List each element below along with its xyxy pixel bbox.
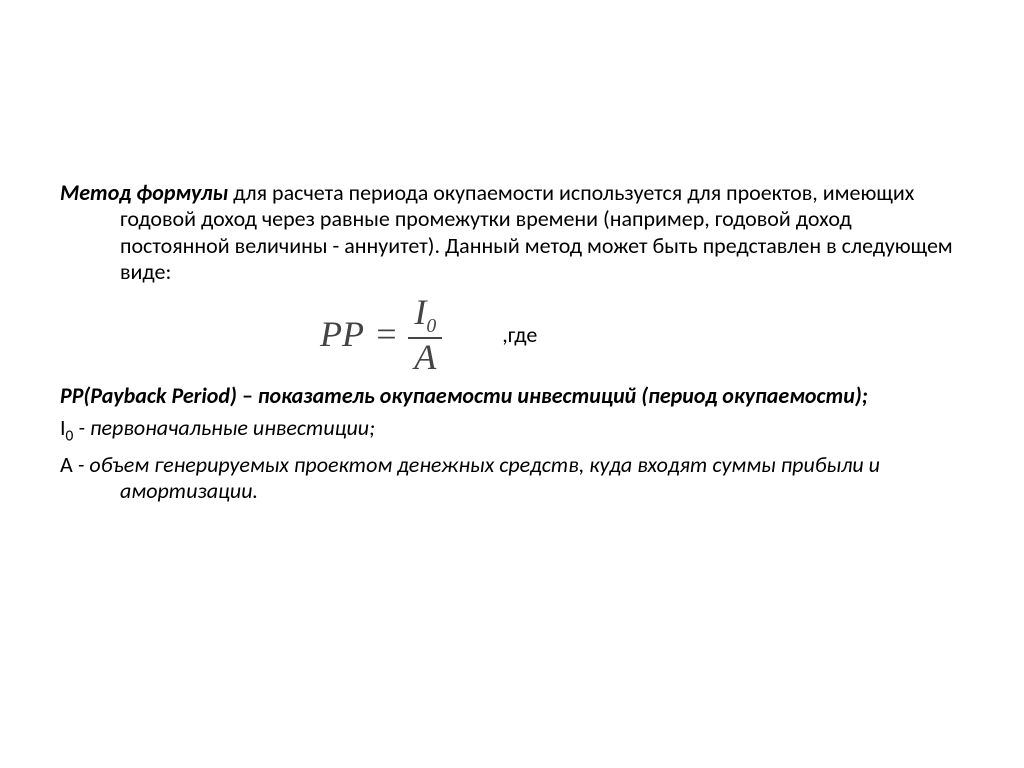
formula-num-main: I (414, 292, 426, 332)
formula: PP = I0 A (320, 294, 442, 375)
def-i0: I0 - первоначальные инвестиции; (60, 415, 964, 446)
formula-denominator: A (408, 339, 442, 375)
slide: Метод формулы для расчета периода окупае… (0, 0, 1024, 768)
formula-lhs: PP (320, 313, 364, 355)
def-a-rest: объем генерируемых проектом денежных сре… (89, 451, 880, 504)
def-a-sym: А (60, 451, 73, 478)
formula-numerator: I0 (408, 294, 442, 339)
intro-paragraph: Метод формулы для расчета периода окупае… (60, 180, 964, 286)
intro-rest: для расчета периода окупаемости использу… (120, 179, 953, 285)
def-i0-sep: - (73, 414, 90, 441)
def-i0-rest: первоначальные инвестиции; (90, 414, 375, 441)
def-pp-term: PP(Payback Period) (60, 382, 237, 409)
formula-block: PP = I0 A ,где (60, 294, 964, 375)
def-pp: PP(Payback Period) – показатель окупаемо… (60, 383, 964, 409)
formula-fraction: I0 A (408, 294, 442, 375)
def-a: А - объем генерируемых проектом денежных… (60, 452, 964, 505)
formula-equals: = (374, 313, 398, 355)
def-pp-sep: – (237, 382, 258, 409)
formula-num-sub: 0 (426, 315, 436, 337)
def-a-sep: - (73, 451, 90, 478)
def-pp-rest: показатель окупаемости инвестиций (перио… (258, 382, 868, 409)
where-label: ,где (502, 321, 537, 348)
intro-term: Метод формулы (60, 179, 228, 206)
